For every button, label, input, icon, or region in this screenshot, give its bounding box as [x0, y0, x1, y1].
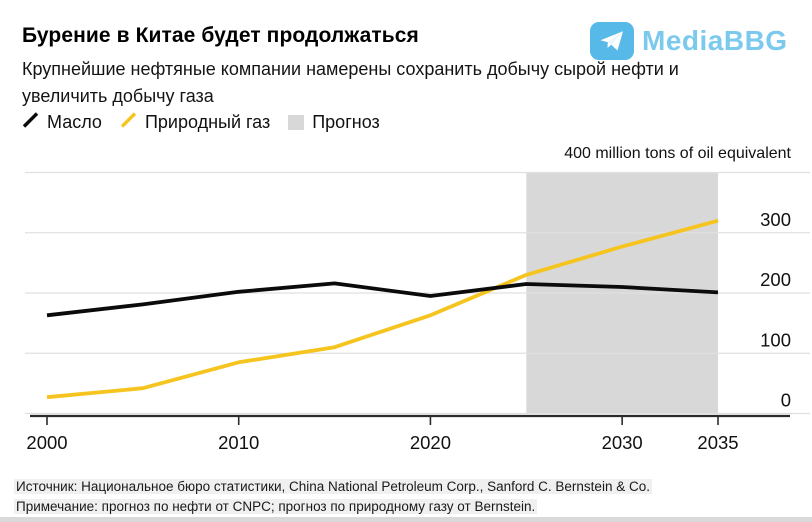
x-tick-label-2035: 2035 — [697, 432, 738, 453]
forecast-swatch-icon — [288, 115, 305, 130]
gas-line-glyph-icon — [120, 112, 137, 133]
chart-legend: Масло Природный газ Прогноз — [22, 112, 398, 133]
bottom-artifact-strip — [0, 517, 812, 522]
oil-line-glyph-icon — [22, 112, 39, 133]
legend-label-forecast: Прогноз — [312, 112, 380, 132]
source-line: Источник: Национальное бюро статистики, … — [14, 479, 652, 494]
x-tick-label-2030: 2030 — [602, 432, 643, 453]
x-tick-label-2000: 2000 — [26, 432, 67, 453]
y-tick-label-300: 300 — [760, 209, 791, 230]
y-tick-label-100: 100 — [760, 329, 791, 350]
source-note: Источник: Национальное бюро статистики, … — [14, 477, 652, 516]
legend-item-forecast: Прогноз — [288, 112, 380, 133]
note-line: Примечание: прогноз по нефти от CNPC; пр… — [14, 498, 538, 514]
watermark: MediaBBG — [590, 22, 788, 60]
chart-subtitle: Крупнейшие нефтяные компании намерены со… — [22, 59, 679, 106]
legend-label-oil: Масло — [47, 112, 102, 132]
chart-title: Бурение в Китае будет продолжаться — [22, 24, 419, 47]
telegram-plane-icon — [590, 22, 634, 60]
legend-label-gas: Природный газ — [144, 112, 271, 132]
watermark-text: MediaBBG — [642, 25, 788, 56]
y-tick-label-200: 200 — [760, 269, 791, 290]
x-tick-label-2010: 2010 — [218, 432, 259, 453]
x-tick-label-2020: 2020 — [410, 432, 451, 453]
y-tick-label-0: 0 — [781, 390, 791, 411]
axis-unit-label: 400 million tons of oil equivalent — [564, 145, 791, 162]
gas-line — [46, 218, 719, 400]
legend-item-oil: Масло — [22, 112, 102, 133]
legend-item-gas: Природный газ — [120, 112, 270, 133]
oil-line — [46, 281, 719, 318]
